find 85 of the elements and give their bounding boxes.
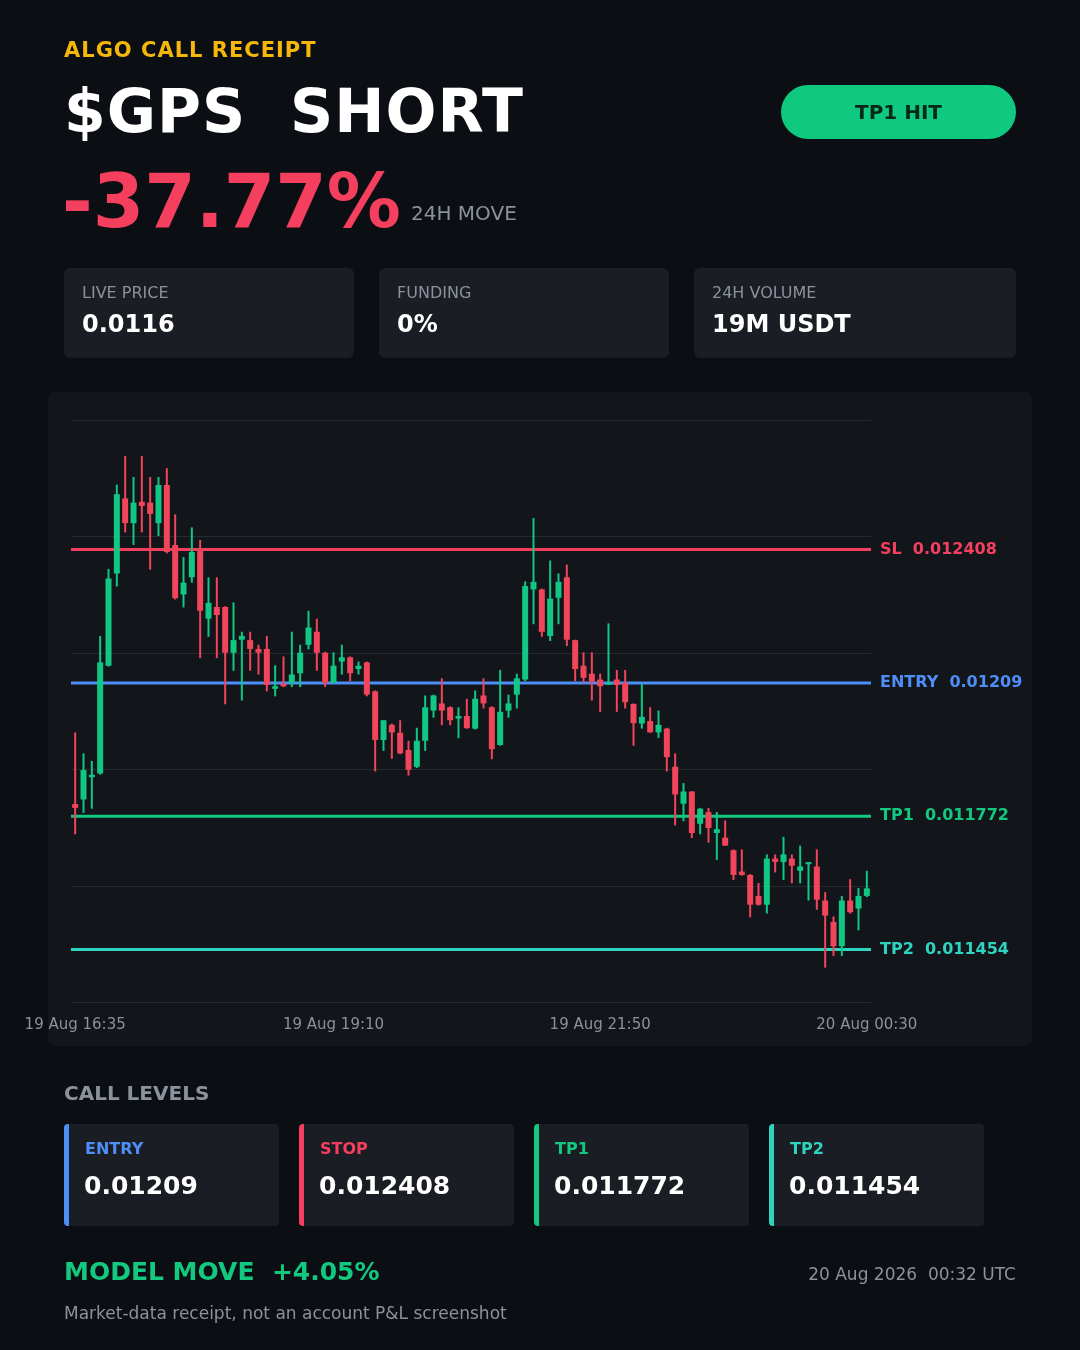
candlestick — [630, 702, 637, 747]
candlestick — [588, 651, 595, 702]
candlestick — [388, 722, 395, 760]
ref-line-label: SL 0.012408 — [880, 538, 997, 558]
text: 0.011454 — [789, 1171, 921, 1200]
x-tick-label: 19 Aug 19:10 — [282, 1014, 385, 1033]
text: 20 Aug 2026 00:32 UTC — [808, 1264, 1016, 1284]
candlestick — [605, 622, 612, 686]
candlestick — [655, 709, 662, 739]
candlestick — [288, 630, 295, 689]
candlestick — [755, 881, 762, 907]
candlestick — [272, 664, 279, 698]
text: TP1 — [555, 1139, 589, 1158]
candlestick — [347, 655, 354, 683]
candlestick — [797, 844, 804, 885]
candlestick — [447, 705, 454, 727]
text: 24H MOVE — [411, 201, 517, 225]
candlestick — [230, 601, 237, 672]
x-tick-label: 19 Aug 16:35 — [24, 1014, 126, 1033]
candlestick — [705, 806, 712, 844]
candlestick — [805, 861, 812, 902]
candlestick — [313, 617, 320, 672]
candlestick — [863, 869, 870, 899]
candlestick — [213, 576, 220, 660]
text: TP1 HIT — [781, 85, 1016, 139]
ref-line-label: TP1 0.011772 — [880, 805, 1009, 825]
text: 0.01209 — [84, 1171, 198, 1200]
candlestick — [555, 572, 562, 626]
candlestick — [513, 672, 520, 710]
candlestick — [505, 693, 512, 719]
chart-subtitle: ALGO CALL RECEIPT — [64, 38, 317, 62]
text: ENTRY — [85, 1139, 144, 1158]
candlestick — [580, 651, 587, 684]
candlestick — [455, 706, 462, 740]
chart-title: $GPS SHORT — [64, 76, 524, 146]
ref-line-label: ENTRY 0.01209 — [880, 672, 1023, 692]
candlestick — [255, 643, 262, 676]
text: 0% — [397, 310, 438, 338]
candlestick — [130, 476, 137, 546]
candlestick — [297, 643, 304, 689]
candlestick — [647, 706, 654, 734]
x-tick-label: 20 Aug 00:30 — [816, 1014, 918, 1033]
candlestick — [788, 853, 795, 885]
candlestick — [405, 739, 412, 777]
candlestick — [480, 677, 487, 710]
ref-line-label: TP2 0.011454 — [880, 938, 1009, 958]
candlestick — [380, 719, 387, 752]
candlestick — [638, 682, 645, 730]
candlestick — [180, 556, 187, 609]
text: TP2 — [790, 1139, 824, 1158]
candlestick — [622, 668, 629, 710]
candlestick — [613, 668, 620, 713]
candlestick — [822, 891, 829, 969]
text: CALL LEVELS — [64, 1081, 210, 1105]
candlestick — [463, 697, 470, 730]
text: 0.0116 — [82, 310, 175, 338]
candlestick — [330, 651, 337, 684]
candlestick — [305, 609, 312, 651]
candlestick — [438, 677, 445, 727]
candlestick — [238, 630, 245, 702]
candlestick — [855, 886, 862, 932]
candlestick — [597, 672, 604, 713]
text: LIVE PRICE — [82, 283, 169, 302]
candlestick — [530, 517, 537, 626]
text: -37.77% — [62, 158, 401, 244]
candlestick — [247, 630, 254, 672]
text: FUNDING — [397, 283, 472, 302]
candlestick — [397, 719, 404, 756]
text: MODEL MOVE +4.05% — [64, 1257, 380, 1286]
text: 0.011772 — [554, 1171, 686, 1200]
candlestick — [338, 643, 345, 676]
candlestick — [138, 455, 145, 534]
text: 19M USDT — [712, 310, 851, 338]
candlestick — [780, 835, 787, 881]
x-tick-label: 19 Aug 21:50 — [549, 1014, 651, 1033]
text: 0.012408 — [319, 1171, 451, 1200]
candlestick — [722, 819, 729, 848]
candlestick — [847, 878, 854, 915]
candlestick — [772, 853, 779, 874]
text: Market-data receipt, not an account P&L screenshot — [64, 1303, 507, 1323]
text: STOP — [320, 1139, 368, 1158]
candlestick — [738, 848, 745, 877]
candlestick — [205, 576, 212, 638]
text: 24H VOLUME — [712, 283, 817, 302]
candlestick — [72, 731, 79, 836]
